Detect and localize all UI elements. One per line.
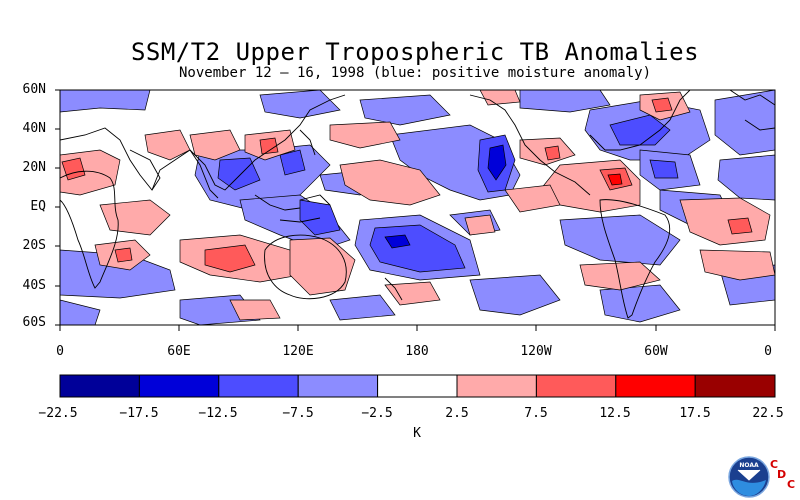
colorbar-label: −7.5 [282, 406, 314, 421]
colorbar-swatch-3 [297, 374, 379, 398]
very-strong-moist-regions [384, 144, 507, 249]
lat-label-eq: EQ [30, 199, 46, 214]
noaa-logo-text: NOAA [739, 462, 759, 469]
lon-label-120e: 120E [282, 344, 314, 359]
noaa-logo: NOAA [728, 456, 770, 498]
cdc-letter-d: D [777, 468, 787, 481]
colorbar-swatch-8 [694, 374, 776, 398]
colorbar-label: −2.5 [361, 406, 393, 421]
colorbar-label: −17.5 [119, 406, 159, 421]
lon-label-0-left: 0 [56, 344, 64, 359]
colorbar-label: 22.5 [752, 406, 784, 421]
colorbar-label: −22.5 [38, 406, 78, 421]
lon-label-60w: 60W [644, 344, 668, 359]
colorbar-swatch-7 [615, 374, 696, 398]
lat-ticks [55, 89, 60, 326]
colorbar-label: 7.5 [524, 406, 548, 421]
lon-label-60e: 60E [167, 344, 191, 359]
anomaly-field [60, 90, 775, 325]
colorbar-unit: K [413, 426, 421, 441]
cdc-letter-c1: C [770, 458, 779, 471]
colorbar-swatch-5 [456, 374, 537, 398]
colorbar-label: −12.5 [198, 406, 238, 421]
colorbar [59, 374, 776, 398]
colorbar-swatch-2 [218, 374, 299, 398]
very-strong-dry-regions [607, 173, 623, 186]
colorbar-label: 2.5 [445, 406, 469, 421]
colorbar-label: 12.5 [599, 406, 631, 421]
colorbar-swatch-1 [138, 374, 220, 398]
lat-label-60n: 60N [22, 82, 46, 97]
figure-subtitle: November 12 – 16, 1998 (blue: positive m… [178, 65, 651, 81]
colorbar-swatch-6 [535, 374, 617, 398]
lat-label-20n: 20N [22, 160, 46, 175]
lon-label-120w: 120W [520, 344, 552, 359]
dry-anomaly-regions [60, 90, 775, 321]
lon-label-180: 180 [405, 344, 429, 359]
lat-label-60s: 60S [22, 315, 46, 330]
colorbar-swatch-4 [377, 374, 458, 398]
lat-label-40s: 40S [22, 278, 46, 293]
lat-label-20s: 20S [22, 238, 46, 253]
lon-label-0-right: 0 [764, 344, 772, 359]
colorbar-swatch-0 [59, 374, 140, 398]
lon-ticks [59, 325, 776, 331]
colorbar-label: 17.5 [679, 406, 711, 421]
figure-title: SSM/T2 Upper Tropospheric TB Anomalies [130, 38, 700, 66]
lat-label-40n: 40N [22, 121, 46, 136]
coastlines [60, 90, 775, 319]
cdc-letter-c2: C [787, 478, 796, 491]
